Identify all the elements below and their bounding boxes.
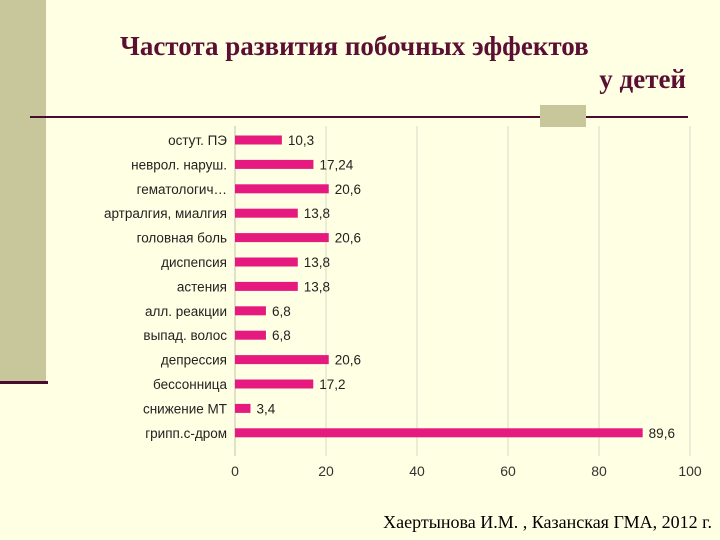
category-label: бессонница: [153, 377, 227, 392]
category-label: алл. реакции: [145, 304, 227, 319]
bar-value-label: 13,8: [304, 255, 330, 270]
bar-value-label: 6,8: [272, 304, 291, 319]
category-label: выпад. волос: [143, 328, 227, 343]
bar: [235, 428, 643, 438]
bar: [235, 379, 314, 389]
bar-value-label: 20,6: [335, 353, 361, 368]
bar-value-label: 20,6: [335, 231, 361, 246]
category-label: головная боль: [137, 231, 227, 246]
category-label: снижение МТ: [143, 401, 227, 416]
slide-title: Частота развития побочных эффектов у дет…: [100, 30, 686, 96]
bar-value-label: 17,2: [319, 377, 345, 392]
category-label: неврол. наруш.: [131, 157, 227, 172]
bar-value-label: 10,3: [288, 133, 314, 148]
category-label: остут. ПЭ: [168, 133, 227, 148]
bar: [235, 257, 298, 267]
category-label: депрессия: [161, 353, 227, 368]
x-tick-label: 80: [591, 463, 607, 479]
x-tick-label: 100: [678, 463, 702, 479]
bar-value-label: 20,6: [335, 182, 361, 197]
slide-title-line1: Частота развития побочных эффектов: [120, 31, 589, 61]
bar-value-label: 3,4: [256, 401, 275, 416]
bar: [235, 159, 314, 169]
bar: [235, 330, 266, 340]
bar: [235, 184, 329, 194]
bar-value-label: 13,8: [304, 279, 330, 294]
left-accent-band: [0, 0, 46, 384]
bar: [235, 403, 251, 413]
bar: [235, 306, 266, 316]
x-tick-label: 20: [318, 463, 334, 479]
x-tick-label: 0: [231, 463, 239, 479]
title-divider: [30, 116, 688, 118]
bar: [235, 135, 282, 145]
bar: [235, 208, 298, 218]
bar: [235, 355, 329, 365]
category-label: диспепсия: [161, 255, 227, 270]
category-label: астения: [177, 279, 227, 294]
x-tick-label: 60: [500, 463, 516, 479]
category-label: грипп.с-дром: [145, 426, 227, 441]
category-label: гематологич…: [137, 182, 227, 197]
left-accent-rule: [0, 381, 48, 384]
bar: [235, 233, 329, 243]
bar: [235, 281, 298, 291]
slide-title-line2: у детей: [599, 64, 686, 94]
category-label: артралгия, миалгия: [104, 206, 227, 221]
bar-value-label: 89,6: [649, 426, 675, 441]
bar-value-label: 13,8: [304, 206, 330, 221]
bar-value-label: 17,24: [319, 157, 353, 172]
side-effects-bar-chart: 0 20 40 60 80 100 остут. ПЭ 10,3 неврол. наруш. 1…: [104, 126, 702, 479]
source-credit: Хаертынова И.М. , Казанская ГМА, 2012 г.: [383, 512, 712, 532]
bar-value-label: 6,8: [272, 328, 291, 343]
title-accent-block: [540, 105, 586, 127]
x-tick-label: 40: [409, 463, 425, 479]
